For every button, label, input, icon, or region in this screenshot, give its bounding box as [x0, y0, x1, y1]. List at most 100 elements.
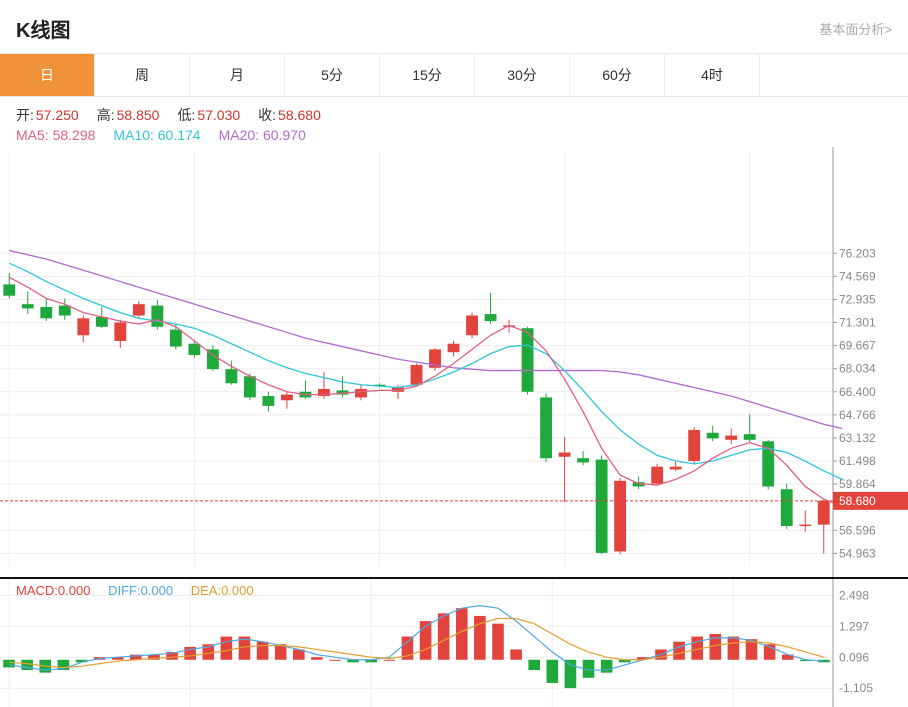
- candle-bar[interactable]: [651, 467, 663, 484]
- candle-bar[interactable]: [744, 434, 756, 440]
- svg-text:69.667: 69.667: [839, 339, 876, 353]
- candle-bar[interactable]: [114, 323, 126, 341]
- diff-value: 0.000: [141, 583, 174, 598]
- candle-bar[interactable]: [522, 328, 534, 392]
- candle-bar[interactable]: [151, 306, 163, 327]
- macd-histogram-bar[interactable]: [547, 660, 559, 683]
- candle-bar[interactable]: [485, 314, 497, 321]
- candle-bar[interactable]: [188, 344, 200, 355]
- open-label: 开:: [16, 107, 34, 123]
- tab-week[interactable]: 周: [95, 54, 190, 96]
- macd-histogram-bar[interactable]: [673, 642, 685, 660]
- macd-histogram-bar[interactable]: [528, 660, 540, 670]
- candle-bar[interactable]: [688, 430, 700, 461]
- fundamental-analysis-link[interactable]: 基本面分析>: [819, 19, 892, 38]
- svg-text:76.203: 76.203: [839, 246, 876, 260]
- candle-bar[interactable]: [559, 453, 571, 457]
- candle-bar[interactable]: [59, 306, 71, 316]
- candle-bar[interactable]: [707, 433, 719, 439]
- macd-histogram-bar[interactable]: [384, 660, 396, 661]
- tab-30min[interactable]: 30分: [475, 54, 570, 96]
- macd-histogram-bar[interactable]: [601, 660, 613, 673]
- svg-text:72.935: 72.935: [839, 292, 876, 306]
- svg-text:68.034: 68.034: [839, 362, 876, 376]
- svg-text:56.596: 56.596: [839, 523, 876, 537]
- candle-bar[interactable]: [40, 307, 52, 318]
- dea-label: DEA:: [191, 583, 221, 598]
- svg-text:61.498: 61.498: [839, 454, 876, 468]
- candle-bar[interactable]: [77, 318, 89, 335]
- low-value: 57.030: [197, 107, 240, 123]
- candle-bar[interactable]: [670, 467, 682, 470]
- main-candlestick-chart[interactable]: 76.203 74.569 72.935 71.301 69.667 68.034 66.4…: [0, 147, 908, 577]
- candle-bar[interactable]: [355, 389, 367, 397]
- ma10-label: MA10:: [113, 127, 153, 143]
- tab-60min[interactable]: 60分: [570, 54, 665, 96]
- candle-bar[interactable]: [22, 304, 34, 308]
- candle-bar[interactable]: [540, 397, 552, 458]
- macd-histogram-bar[interactable]: [438, 613, 450, 659]
- macd-histogram-bar[interactable]: [221, 637, 233, 660]
- candle-bar[interactable]: [466, 315, 478, 335]
- tab-4hour[interactable]: 4时: [665, 54, 760, 96]
- svg-text:2.498: 2.498: [839, 588, 869, 602]
- page-header: K线图 基本面分析>: [0, 0, 908, 54]
- low-label: 低:: [177, 107, 195, 123]
- tab-spacer: [760, 54, 908, 96]
- candle-bar[interactable]: [225, 369, 237, 383]
- candle-bar[interactable]: [596, 460, 608, 553]
- candle-bar[interactable]: [281, 395, 293, 401]
- candle-bar[interactable]: [818, 501, 830, 525]
- high-value: 58.850: [117, 107, 160, 123]
- macd-value: 0.000: [58, 583, 91, 598]
- high-label: 高:: [97, 107, 115, 123]
- dea-value: 0.000: [221, 583, 254, 598]
- macd-histogram-bar[interactable]: [311, 657, 323, 660]
- tab-5min[interactable]: 5分: [285, 54, 380, 96]
- macd-histogram-bar[interactable]: [257, 642, 269, 660]
- macd-histogram-bar[interactable]: [3, 660, 15, 668]
- candle-bar[interactable]: [799, 525, 811, 526]
- ma5-value: 58.298: [53, 127, 96, 143]
- svg-text:54.963: 54.963: [839, 546, 876, 560]
- candle-bar[interactable]: [725, 436, 737, 440]
- candle-bar[interactable]: [781, 489, 793, 526]
- candle-bar[interactable]: [411, 365, 423, 385]
- svg-text:-1.105: -1.105: [839, 681, 873, 695]
- svg-text:74.569: 74.569: [839, 269, 876, 283]
- period-tabs: 日 周 月 5分 15分 30分 60分 4时: [0, 54, 908, 97]
- close-value: 58.680: [278, 107, 321, 123]
- svg-text:59.864: 59.864: [839, 477, 876, 491]
- svg-text:0.096: 0.096: [839, 650, 869, 664]
- candle-bar[interactable]: [262, 396, 274, 406]
- macd-histogram-bar[interactable]: [510, 649, 522, 659]
- macd-histogram-bar[interactable]: [492, 624, 504, 660]
- candle-bar[interactable]: [133, 304, 145, 315]
- macd-histogram-bar[interactable]: [728, 637, 740, 660]
- candle-bar[interactable]: [244, 376, 256, 397]
- candle-bar[interactable]: [614, 481, 626, 552]
- close-label: 收:: [258, 107, 276, 123]
- ohlc-info-bar: 开: 57.250 高: 58.850 低: 57.030 收: 58.680: [0, 97, 908, 127]
- ma5-label: MA5:: [16, 127, 49, 143]
- candle-bar[interactable]: [577, 458, 589, 462]
- macd-chart[interactable]: MACD:0.000 DIFF:0.000 DEA:0.000 2.498 1.2…: [0, 577, 908, 705]
- candle-bar[interactable]: [448, 344, 460, 352]
- candle-bar[interactable]: [170, 330, 182, 347]
- macd-histogram-bar[interactable]: [565, 660, 577, 688]
- page-title: K线图: [16, 14, 70, 43]
- macd-histogram-bar[interactable]: [329, 660, 341, 661]
- ma-info-bar: MA5: 58.298 MA10: 60.174 MA20: 60.970: [0, 127, 908, 147]
- svg-text:71.301: 71.301: [839, 316, 876, 330]
- svg-text:58.680: 58.680: [839, 494, 876, 508]
- ma20-value: 60.970: [263, 127, 306, 143]
- tab-day[interactable]: 日: [0, 54, 95, 96]
- svg-text:1.297: 1.297: [839, 619, 869, 633]
- candle-bar[interactable]: [3, 284, 15, 295]
- tab-month[interactable]: 月: [190, 54, 285, 96]
- tab-15min[interactable]: 15分: [380, 54, 475, 96]
- svg-text:64.766: 64.766: [839, 408, 876, 422]
- svg-text:66.400: 66.400: [839, 385, 876, 399]
- ma10-value: 60.174: [158, 127, 201, 143]
- ma20-label: MA20:: [219, 127, 259, 143]
